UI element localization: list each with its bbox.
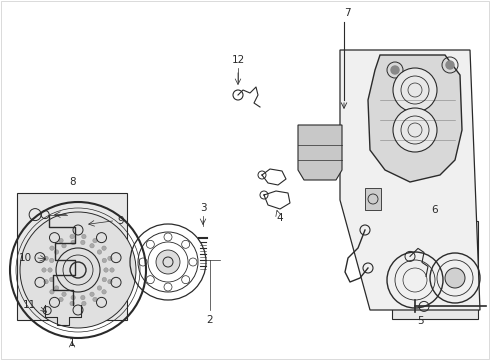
Polygon shape (340, 50, 480, 310)
Circle shape (54, 286, 59, 290)
Circle shape (62, 292, 66, 296)
Text: 11: 11 (23, 300, 36, 310)
Circle shape (108, 279, 112, 284)
Circle shape (44, 256, 48, 261)
Circle shape (97, 286, 101, 290)
Circle shape (81, 240, 85, 245)
Circle shape (62, 244, 66, 248)
Circle shape (50, 246, 54, 250)
Text: 12: 12 (231, 55, 245, 65)
Text: 2: 2 (207, 315, 213, 325)
Circle shape (44, 279, 48, 284)
Circle shape (54, 250, 59, 254)
Text: 4: 4 (277, 213, 283, 223)
Circle shape (108, 256, 112, 261)
Circle shape (102, 277, 106, 282)
Circle shape (445, 268, 465, 288)
Circle shape (82, 234, 86, 239)
Text: 5: 5 (416, 316, 423, 326)
Circle shape (81, 295, 85, 300)
Circle shape (59, 238, 63, 243)
Text: 10: 10 (19, 253, 32, 262)
Circle shape (104, 268, 108, 272)
Circle shape (102, 246, 106, 250)
Text: 1: 1 (69, 338, 75, 348)
Circle shape (102, 290, 106, 294)
Bar (17, 193, 127, 320)
Polygon shape (298, 125, 342, 180)
Text: 3: 3 (200, 203, 206, 213)
Circle shape (70, 234, 74, 239)
Circle shape (42, 268, 46, 272)
Text: 6: 6 (432, 206, 438, 215)
Text: 8: 8 (69, 177, 75, 186)
Circle shape (49, 258, 54, 263)
Circle shape (71, 295, 75, 300)
Bar (392, 221, 478, 319)
Circle shape (50, 290, 54, 294)
Circle shape (102, 258, 106, 263)
Polygon shape (368, 55, 462, 182)
Circle shape (393, 68, 437, 112)
Circle shape (93, 238, 97, 243)
Circle shape (110, 268, 114, 272)
Circle shape (48, 268, 52, 272)
Circle shape (71, 240, 75, 245)
Circle shape (97, 250, 101, 254)
Circle shape (20, 212, 136, 328)
Text: 9: 9 (118, 216, 124, 226)
Circle shape (82, 301, 86, 306)
Circle shape (59, 297, 63, 302)
Text: 7: 7 (343, 8, 350, 18)
Circle shape (90, 244, 94, 248)
Circle shape (49, 277, 54, 282)
Circle shape (93, 297, 97, 302)
Circle shape (90, 292, 94, 296)
Circle shape (393, 108, 437, 152)
Circle shape (391, 66, 399, 74)
Bar (365, 188, 381, 210)
Circle shape (446, 61, 454, 69)
Circle shape (156, 250, 180, 274)
Circle shape (70, 301, 74, 306)
